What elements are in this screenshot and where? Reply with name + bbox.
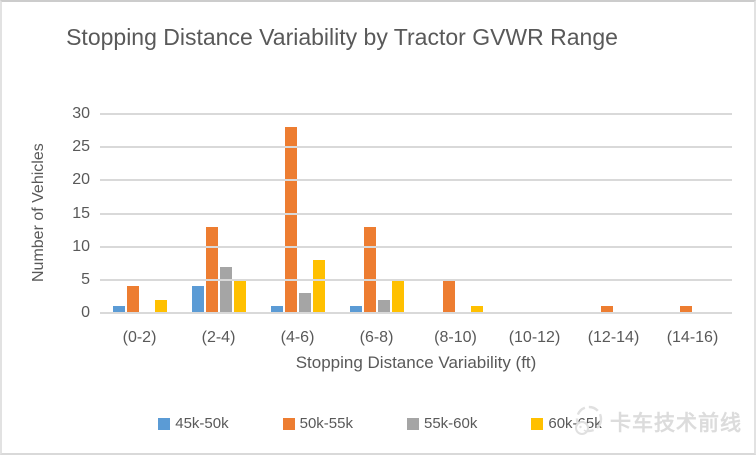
bar-group: [258, 114, 337, 313]
y-tick-label: 5: [81, 270, 90, 288]
bar-60k-65k: [154, 299, 167, 313]
gridline: [100, 146, 732, 149]
x-tick-label: (10-12): [508, 329, 561, 346]
y-tick-label: 10: [72, 237, 90, 255]
legend-swatch: [158, 417, 171, 430]
y-tick-label: 30: [72, 105, 90, 122]
legend-item-50k-55k: 50k-55k: [282, 415, 353, 432]
gridline: [100, 113, 732, 115]
x-axis-baseline: [100, 312, 732, 314]
bar-group: [574, 114, 653, 313]
bar-group: [179, 114, 258, 313]
bar-50k-55k: [205, 226, 218, 313]
x-tick-label: (8-10): [434, 329, 477, 346]
gridline: [100, 245, 732, 248]
x-axis: (0-2) (2-4) (4-6) (6-8) (8-10) (10-12) (12-14)…: [100, 329, 732, 347]
legend-label: 50k-55k: [299, 415, 353, 432]
x-tick-label: (2-4): [201, 329, 236, 346]
plot-area: [100, 113, 732, 314]
legend-swatch: [282, 417, 295, 430]
x-tick-label: (12-14): [587, 329, 640, 346]
bar-55k-60k: [298, 293, 311, 313]
watermark: 卡车技术前线: [571, 404, 742, 440]
y-tick-label: 20: [72, 171, 90, 189]
bar-55k-60k: [219, 266, 232, 313]
bar-50k-55k: [126, 286, 139, 313]
y-tick-label: 25: [72, 138, 90, 156]
gridline: [100, 212, 732, 215]
watermark-text: 卡车技术前线: [610, 412, 742, 435]
bar-50k-55k: [600, 306, 613, 313]
x-axis-title: Stopping Distance Variability (ft): [295, 353, 537, 372]
legend-label: 45k-50k: [175, 415, 229, 432]
bar-group: [653, 114, 732, 313]
x-tick-label: (6-8): [359, 329, 394, 346]
bar-45k-50k: [112, 306, 125, 313]
chart-title: Stopping Distance Variability by Tractor…: [66, 24, 618, 50]
y-tick-label: 15: [72, 204, 90, 222]
bar-50k-55k: [442, 279, 455, 313]
gridline: [100, 179, 732, 182]
bar-group: [416, 114, 495, 313]
bar-50k-55k: [284, 127, 297, 313]
legend-label: 55k-60k: [424, 415, 478, 432]
x-tick-label: (0-2): [122, 329, 157, 346]
bar-groups: [100, 114, 732, 313]
bar-45k-50k: [191, 286, 204, 313]
bar-45k-50k: [349, 306, 362, 313]
bar-50k-55k: [679, 306, 692, 313]
watermark-logo-icon: [575, 405, 603, 435]
bar-60k-65k: [233, 279, 246, 313]
gridline: [100, 278, 732, 281]
bar-60k-65k: [470, 306, 483, 313]
bar-45k-50k: [270, 306, 283, 313]
x-tick-label: (14-16): [666, 329, 719, 346]
legend-swatch: [407, 417, 419, 430]
bar-55k-60k: [377, 299, 390, 313]
legend-swatch: [531, 417, 544, 430]
bar-group: [100, 114, 179, 313]
bar-50k-55k: [363, 226, 376, 313]
y-tick-label: 0: [81, 304, 90, 321]
legend-item-55k-60k: 55k-60k: [407, 415, 477, 432]
bar-60k-65k: [391, 279, 404, 313]
bar-60k-65k: [312, 259, 325, 313]
bar-group: [337, 114, 416, 313]
legend-item-45k-50k: 45k-50k: [158, 415, 229, 432]
x-tick-label: (4-6): [280, 329, 315, 346]
